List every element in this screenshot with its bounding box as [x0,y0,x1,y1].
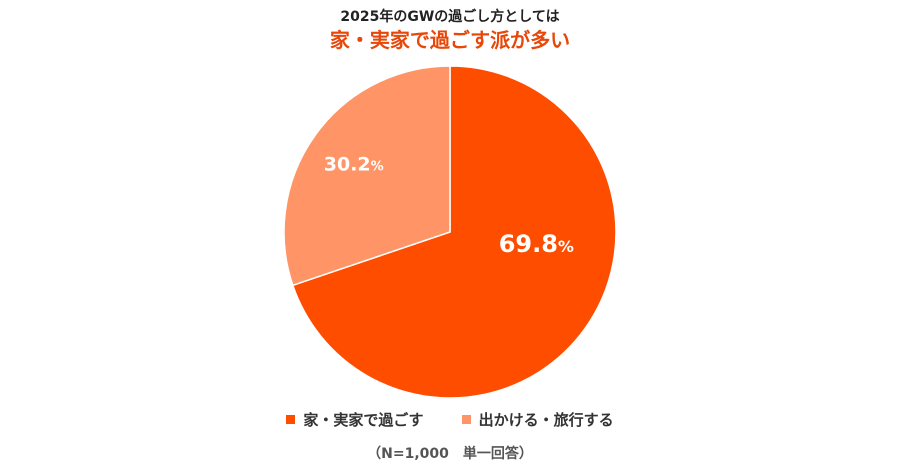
slice-label-home-unit: % [558,237,574,256]
slice-label-outing-value: 30.2 [324,154,371,176]
slice-label-outing: 30.2% [324,154,384,176]
sample-note: （N=1,000 単一回答） [367,446,533,462]
pie-slice-outing [283,65,451,287]
legend-swatch-home [286,415,296,424]
slice-label-outing-unit: % [371,160,384,175]
legend-item-home: 家・実家で過ごす [286,409,424,430]
pie-slice-home [291,65,617,399]
slice-label-home: 69.8% [499,230,574,258]
legend-label-outing: 出かける・旅行する [478,411,614,429]
legend-item-outing: 出かける・旅行する [461,409,614,430]
slice-label-home-value: 69.8 [499,230,558,258]
chart-subtitle: 家・実家で過ごす派が多い [329,28,571,52]
legend-label-home: 家・実家で過ごす [303,411,424,429]
chart-legend: 家・実家で過ごす 出かける・旅行する [0,409,900,430]
legend-swatch-outing [461,415,471,424]
chart-title: 2025年のGWの過ごし方としては [340,9,560,25]
